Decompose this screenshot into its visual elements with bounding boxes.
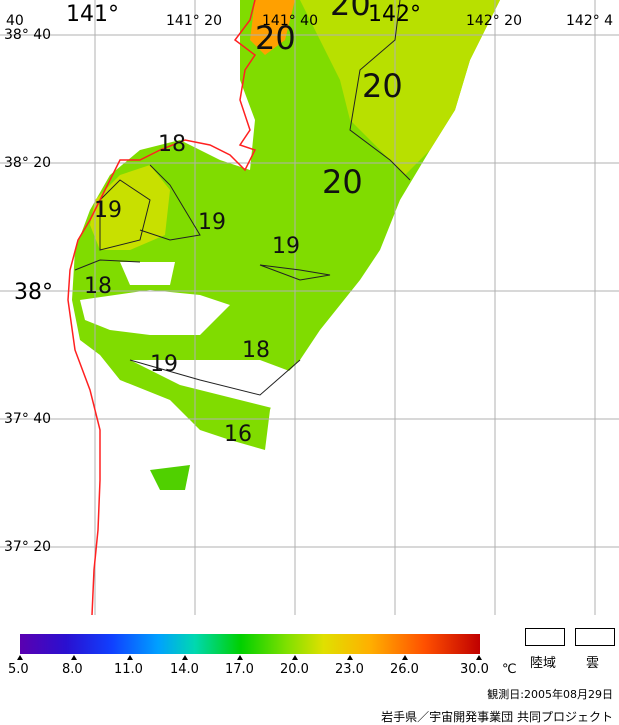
sst-hot-spot (250, 0, 295, 55)
sst-warm-coast (90, 165, 170, 250)
coastline (67, 0, 257, 615)
colorbar-tick (347, 655, 353, 660)
colorbar-tick-label: 30.0 (460, 662, 489, 677)
colorbar-tick-label: 26.0 (390, 662, 419, 677)
cloud-gap (120, 262, 175, 285)
colorbar-tick-label: 20.0 (280, 662, 309, 677)
temperature-colorbar (20, 634, 480, 654)
colorbar-tick (182, 655, 188, 660)
contour-label: 19 (272, 234, 300, 259)
land-legend-label: 陸域 (530, 656, 557, 671)
contour-label: 19 (94, 198, 122, 223)
contour-label: 20 (255, 19, 296, 57)
lat-label-38-40: 38° 40 (4, 27, 52, 43)
lat-label-37-40: 37° 40 (4, 411, 52, 427)
sst-warm-band (300, 0, 500, 175)
credit-line: 岩手県／宇宙開発事業団 共同プロジェクト (381, 710, 613, 724)
colorbar-tick-label: 11.0 (114, 662, 143, 677)
observation-date: 観測日:2005年08月29日 (487, 688, 613, 701)
contour-label: 20 (322, 163, 363, 201)
colorbar-tick (237, 655, 243, 660)
contour-label: 19 (150, 352, 178, 377)
colorbar-tick (17, 655, 23, 660)
corner-label: 40 (6, 13, 24, 29)
colorbar-tick (292, 655, 298, 660)
lon-label-141-20: 141° 20 (166, 13, 222, 29)
land-legend-swatch (525, 628, 565, 646)
lat-label-38-20: 38° 20 (4, 155, 52, 171)
contour-label: 18 (158, 132, 186, 157)
colorbar-tick (127, 655, 133, 660)
colorbar-tick-label: 5.0 (8, 662, 29, 677)
lon-label-142-40: 142° 4 (566, 13, 614, 29)
lat-label-37-20: 37° 20 (4, 539, 52, 555)
sea-surface-temperature-map (0, 0, 619, 615)
lon-label-141: 141° (66, 2, 119, 27)
colorbar-tick-label: 23.0 (335, 662, 364, 677)
colorbar-tick (476, 655, 482, 660)
contour-label: 20 (362, 67, 403, 105)
colorbar-tick-label: 14.0 (170, 662, 199, 677)
colorbar-tick (402, 655, 408, 660)
lon-label-141-40: 141° 40 (262, 13, 318, 29)
lat-label-38: 38° (14, 280, 53, 305)
lon-label-142-20: 142° 20 (466, 13, 522, 29)
cloud-legend-swatch (575, 628, 615, 646)
contour-label: 20 (330, 0, 371, 23)
colorbar-tick-label: 8.0 (62, 662, 83, 677)
contour-label: 18 (242, 338, 270, 363)
contour-label: 18 (84, 274, 112, 299)
cloud-gap (80, 290, 230, 335)
colorbar-tick-label: 17.0 (225, 662, 254, 677)
sst-south-patch (150, 465, 190, 490)
contour-label: 19 (198, 210, 226, 235)
colorbar-tick (71, 655, 77, 660)
isotherm-lines (74, 0, 411, 396)
temperature-unit: ℃ (502, 662, 517, 677)
grid-lines (0, 0, 619, 615)
cloud-legend-label: 雲 (586, 656, 600, 671)
lon-label-142: 142° (368, 2, 421, 27)
contour-label: 16 (224, 422, 252, 447)
